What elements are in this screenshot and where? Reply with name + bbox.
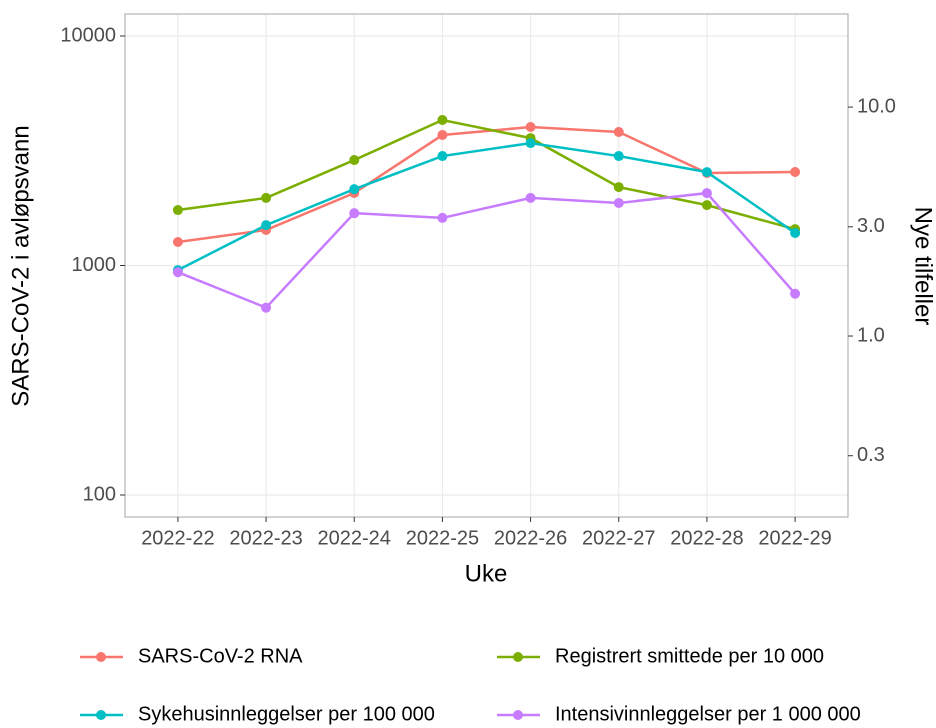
point [701,200,712,211]
y-tick-label: 1000 [72,254,117,276]
y2-axis-title: Nye tilfeller [910,207,936,326]
point [613,198,624,209]
point [349,184,360,195]
x-axis-title: Uke [465,560,508,587]
point [437,130,448,141]
point [261,220,272,231]
y2-tick-label: 10.0 [857,95,896,117]
point [437,212,448,223]
legend-point [513,652,523,662]
series-line [177,125,796,244]
legend-point [513,710,523,720]
y2-tick-label: 3.0 [857,215,885,237]
series-line [177,141,796,272]
legend-label: Intensivinnleggelser per 1 000 000 [555,703,861,725]
point [172,205,183,216]
point [701,167,712,178]
series-line [177,118,796,231]
point [172,236,183,247]
x-tick-label: 2022-28 [670,527,743,549]
x-tick-label: 2022-22 [141,527,214,549]
x-tick-label: 2022-27 [582,527,655,549]
x-tick-label: 2022-24 [318,527,391,549]
point [261,302,272,313]
legend-point [96,710,106,720]
point [437,151,448,162]
legend-label: SARS-CoV-2 RNA [138,645,303,667]
point [172,267,183,278]
y-tick-label: 100 [83,483,116,505]
point [261,192,272,203]
x-tick-label: 2022-25 [406,527,479,549]
point [613,151,624,162]
point [437,115,448,126]
point [613,182,624,193]
x-tick-label: 2022-29 [758,527,831,549]
series-line [177,191,797,310]
point [349,208,360,219]
x-tick-label: 2022-23 [229,527,302,549]
legend-point [96,652,106,662]
y-axis-title: SARS-CoV-2 i avløpsvann [7,125,34,406]
point [613,127,624,138]
point [349,155,360,166]
point [525,192,536,203]
point [790,288,801,299]
point [790,167,801,178]
point [525,122,536,133]
point [701,188,712,199]
y2-tick-label: 0.3 [857,444,885,466]
y-tick-label: 10000 [60,24,116,46]
legend-label: Sykehusinnleggelser per 100 000 [138,703,435,725]
legend-label: Registrert smittede per 10 000 [555,645,824,667]
point [525,138,536,149]
x-tick-label: 2022-26 [494,527,567,549]
y2-tick-label: 1.0 [857,324,885,346]
point [790,227,801,238]
